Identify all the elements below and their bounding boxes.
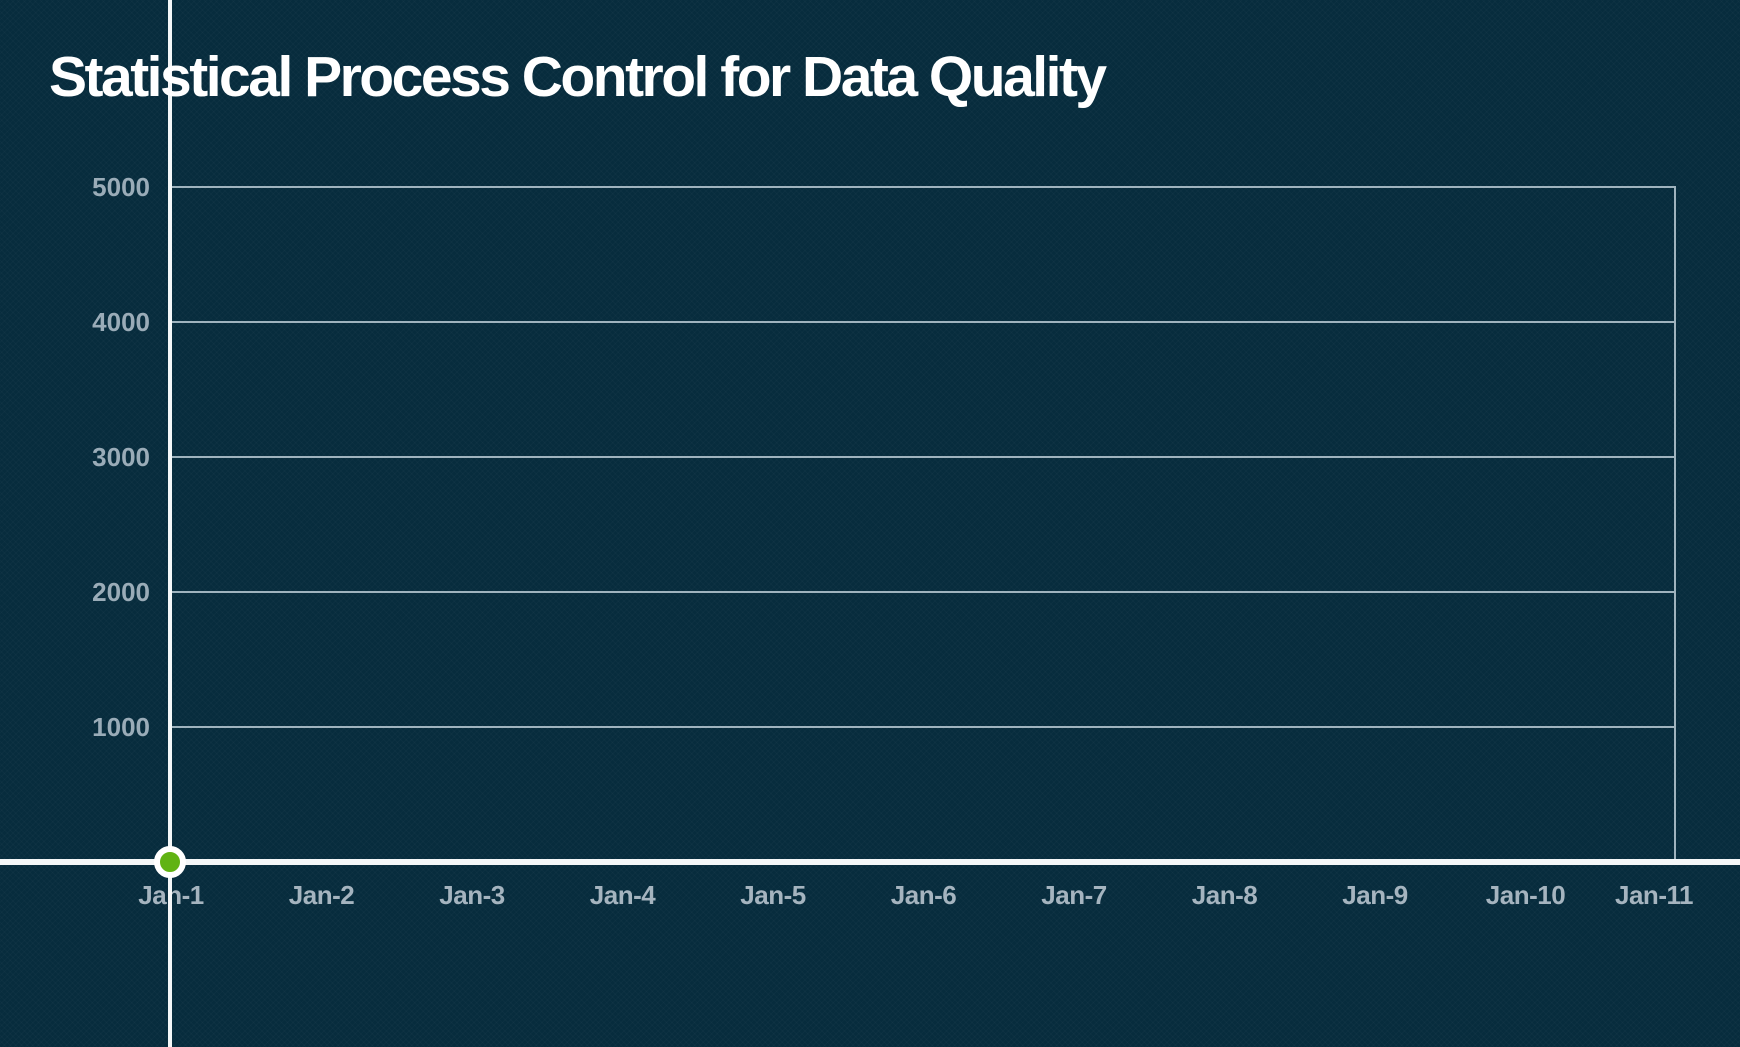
- x-tick-label-jan-10: Jan-10: [1485, 880, 1566, 910]
- x-tick-label-jan-2: Jan-2: [288, 880, 355, 910]
- plot-right-border: [1674, 186, 1676, 862]
- y-tick-label-5000: 5000: [92, 172, 150, 202]
- gridline-5000: [172, 186, 1676, 188]
- gridline-1000: [172, 726, 1676, 728]
- chart-title: Statistical Process Control for Data Qua…: [49, 45, 1107, 109]
- x-tick-label-jan-5: Jan-5: [740, 880, 806, 910]
- x-tick-label-jan-3: Jan-3: [439, 880, 505, 910]
- y-tick-label-3000: 3000: [92, 442, 150, 472]
- y-tick-label-2000: 2000: [92, 577, 150, 607]
- x-axis-line: [0, 859, 1740, 865]
- gridline-2000: [172, 591, 1676, 593]
- gridline-4000: [172, 321, 1676, 323]
- x-tick-label-jan-7: Jan-7: [1041, 880, 1107, 910]
- x-tick-label-jan-9: Jan-9: [1342, 880, 1408, 910]
- x-tick-label-jan-4: Jan-4: [589, 880, 656, 910]
- x-tick-label-jan-11: Jan-11: [1615, 880, 1693, 910]
- y-tick-label-1000: 1000: [92, 712, 150, 742]
- y-axis-line: [168, 0, 172, 1047]
- x-tick-label-jan-6: Jan-6: [890, 880, 957, 910]
- x-tick-label-jan-8: Jan-8: [1191, 880, 1258, 910]
- y-tick-label-4000: 4000: [92, 307, 150, 337]
- gridline-3000: [172, 456, 1676, 458]
- data-point-jan-1[interactable]: [154, 846, 186, 878]
